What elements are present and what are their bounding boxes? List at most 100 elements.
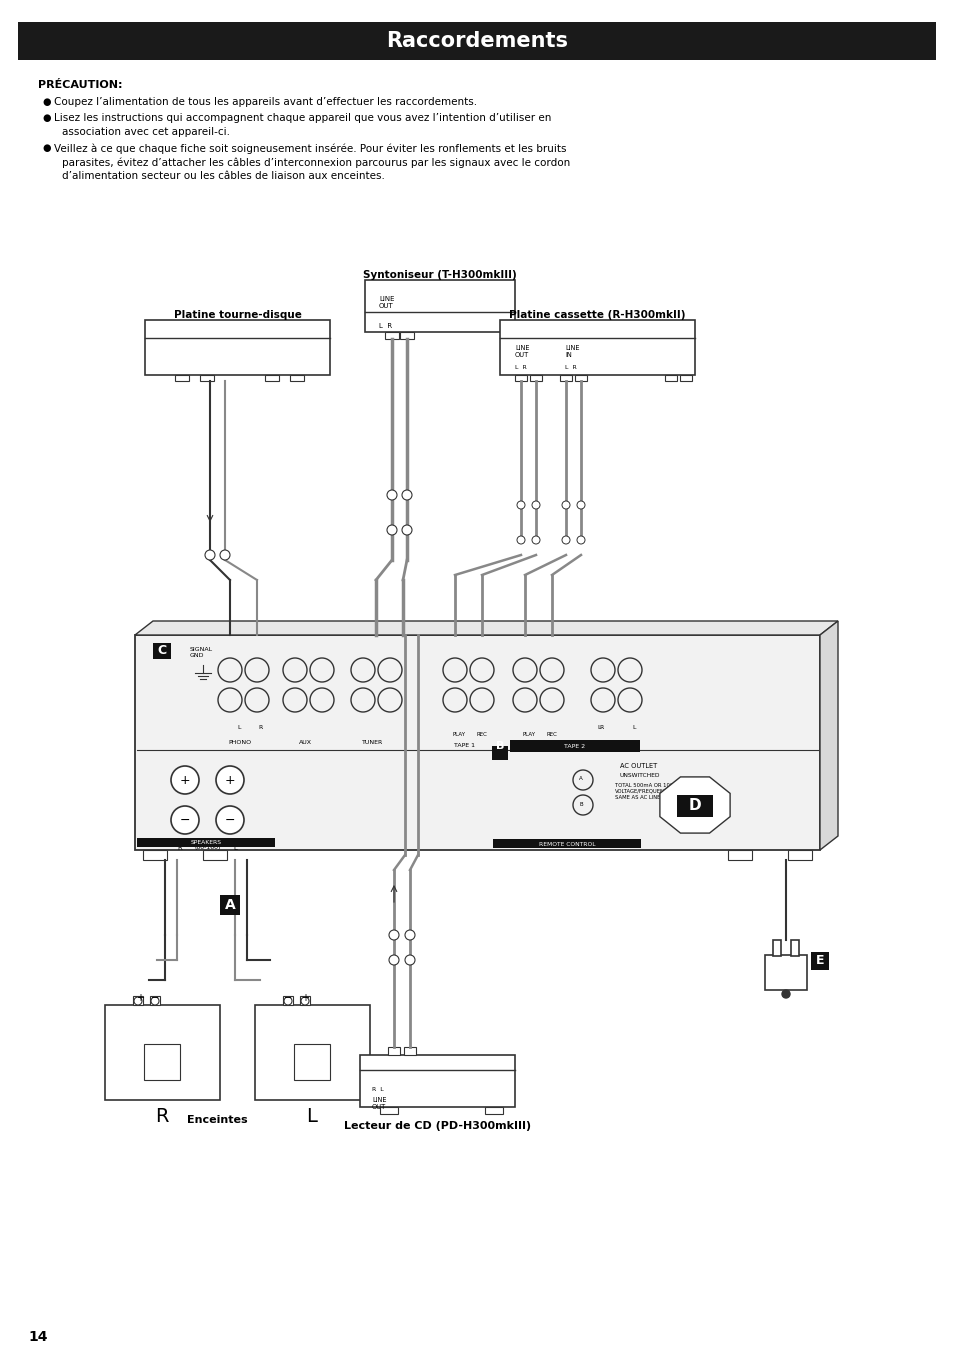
Bar: [359, 1055, 515, 1108]
Circle shape: [215, 766, 244, 795]
Circle shape: [205, 550, 214, 560]
Text: Veillez à ce que chaque fiche soit soigneusement insérée. Pour éviter les ronfle: Veillez à ce que chaque fiche soit soign…: [54, 143, 566, 154]
Text: TAPE 1: TAPE 1: [454, 743, 475, 747]
Circle shape: [387, 490, 396, 500]
Bar: [105, 1005, 220, 1099]
Text: L: L: [306, 1106, 317, 1125]
Text: ●: ●: [42, 97, 51, 107]
Bar: [515, 375, 526, 380]
Bar: [510, 741, 639, 751]
Text: Syntoniseur (T-H300mkIII): Syntoniseur (T-H300mkIII): [363, 270, 517, 281]
Text: association avec cet appareil-ci.: association avec cet appareil-ci.: [62, 127, 230, 138]
Bar: [727, 850, 751, 861]
Text: L: L: [237, 724, 241, 730]
Text: REMOTE CONTROL: REMOTE CONTROL: [538, 842, 595, 847]
Circle shape: [171, 766, 199, 795]
Bar: [677, 795, 712, 817]
Circle shape: [389, 929, 398, 940]
Bar: [144, 1044, 180, 1081]
Text: REC: REC: [546, 733, 558, 737]
Text: d’alimentation secteur ou les câbles de liaison aux enceintes.: d’alimentation secteur ou les câbles de …: [62, 171, 384, 181]
Text: B: B: [578, 801, 582, 807]
Text: R: R: [258, 724, 263, 730]
Bar: [388, 1047, 399, 1055]
Bar: [790, 940, 799, 956]
Bar: [200, 375, 213, 380]
Text: AUX: AUX: [298, 741, 312, 745]
Text: +: +: [179, 773, 190, 786]
Circle shape: [561, 536, 569, 544]
Text: ●: ●: [42, 143, 51, 152]
Bar: [254, 1005, 370, 1099]
Bar: [810, 952, 828, 970]
Text: (60-160): (60-160): [194, 844, 220, 850]
Text: E: E: [815, 955, 823, 967]
Text: −: −: [151, 993, 159, 1004]
Bar: [559, 375, 572, 380]
Bar: [385, 332, 398, 339]
Text: −: −: [284, 993, 292, 1004]
Circle shape: [171, 805, 199, 834]
Text: A: A: [578, 777, 582, 781]
Bar: [294, 1044, 330, 1081]
Text: +: +: [225, 773, 235, 786]
Bar: [772, 940, 781, 956]
Bar: [265, 375, 278, 380]
Text: R: R: [155, 1106, 169, 1125]
Text: L  R: L R: [515, 366, 526, 370]
Bar: [283, 996, 293, 1005]
Circle shape: [577, 500, 584, 509]
Text: LINE
OUT: LINE OUT: [515, 345, 529, 357]
Bar: [135, 635, 820, 850]
Circle shape: [577, 536, 584, 544]
Text: D: D: [688, 799, 700, 813]
Bar: [132, 996, 143, 1005]
Circle shape: [401, 525, 412, 536]
Text: PRÉCAUTION:: PRÉCAUTION:: [38, 80, 122, 90]
Text: −: −: [225, 813, 235, 827]
Text: parasites, évitez d’attacher les câbles d’interconnexion parcourus par les signa: parasites, évitez d’attacher les câbles …: [62, 156, 570, 167]
Bar: [484, 1108, 502, 1114]
Polygon shape: [820, 621, 837, 850]
Bar: [664, 375, 677, 380]
Text: SIGNAL
GND: SIGNAL GND: [190, 648, 213, 658]
Circle shape: [781, 990, 789, 998]
Polygon shape: [659, 777, 729, 834]
Text: LINE
IN: LINE IN: [564, 345, 578, 357]
Bar: [145, 320, 330, 375]
Text: REC: REC: [476, 733, 487, 737]
Text: LINE
OUT: LINE OUT: [378, 295, 395, 309]
Text: LINE
OUT: LINE OUT: [372, 1097, 386, 1110]
Text: Platine tourne-disque: Platine tourne-disque: [173, 310, 301, 320]
Text: A: A: [224, 898, 235, 912]
Text: Coupez l’alimentation de tous les appareils avant d’effectuer les raccordements.: Coupez l’alimentation de tous les appare…: [54, 97, 477, 107]
Text: Lecteur de CD (PD-H300mkIII): Lecteur de CD (PD-H300mkIII): [344, 1121, 531, 1130]
Bar: [220, 894, 240, 915]
Text: TUNER: TUNER: [362, 741, 383, 745]
Bar: [18, 22, 935, 59]
Bar: [530, 375, 541, 380]
Text: PHONO: PHONO: [228, 741, 252, 745]
Text: UNSWITCHED: UNSWITCHED: [619, 773, 659, 778]
Text: TOTAL 500mA OR 100W MAX
VOLTAGE/FREQUENCY
SAME AS AC LINE: TOTAL 500mA OR 100W MAX VOLTAGE/FREQUENC…: [615, 782, 691, 800]
Text: −: −: [179, 813, 190, 827]
Circle shape: [401, 490, 412, 500]
Text: L: L: [597, 724, 600, 730]
Bar: [299, 996, 310, 1005]
Bar: [403, 1047, 416, 1055]
Circle shape: [220, 550, 230, 560]
Text: PLAY: PLAY: [522, 733, 536, 737]
Bar: [787, 850, 811, 861]
Bar: [143, 850, 167, 861]
Text: R  L: R L: [372, 1087, 383, 1091]
Text: PLAY: PLAY: [453, 733, 465, 737]
Text: L  R: L R: [564, 366, 577, 370]
Circle shape: [561, 500, 569, 509]
Circle shape: [405, 955, 415, 965]
Text: Enceintes: Enceintes: [187, 1116, 248, 1125]
Bar: [499, 320, 695, 375]
Text: L: L: [233, 844, 236, 851]
Bar: [137, 838, 274, 847]
Text: AC OUTLET: AC OUTLET: [619, 764, 657, 769]
Text: +: +: [136, 993, 144, 1004]
